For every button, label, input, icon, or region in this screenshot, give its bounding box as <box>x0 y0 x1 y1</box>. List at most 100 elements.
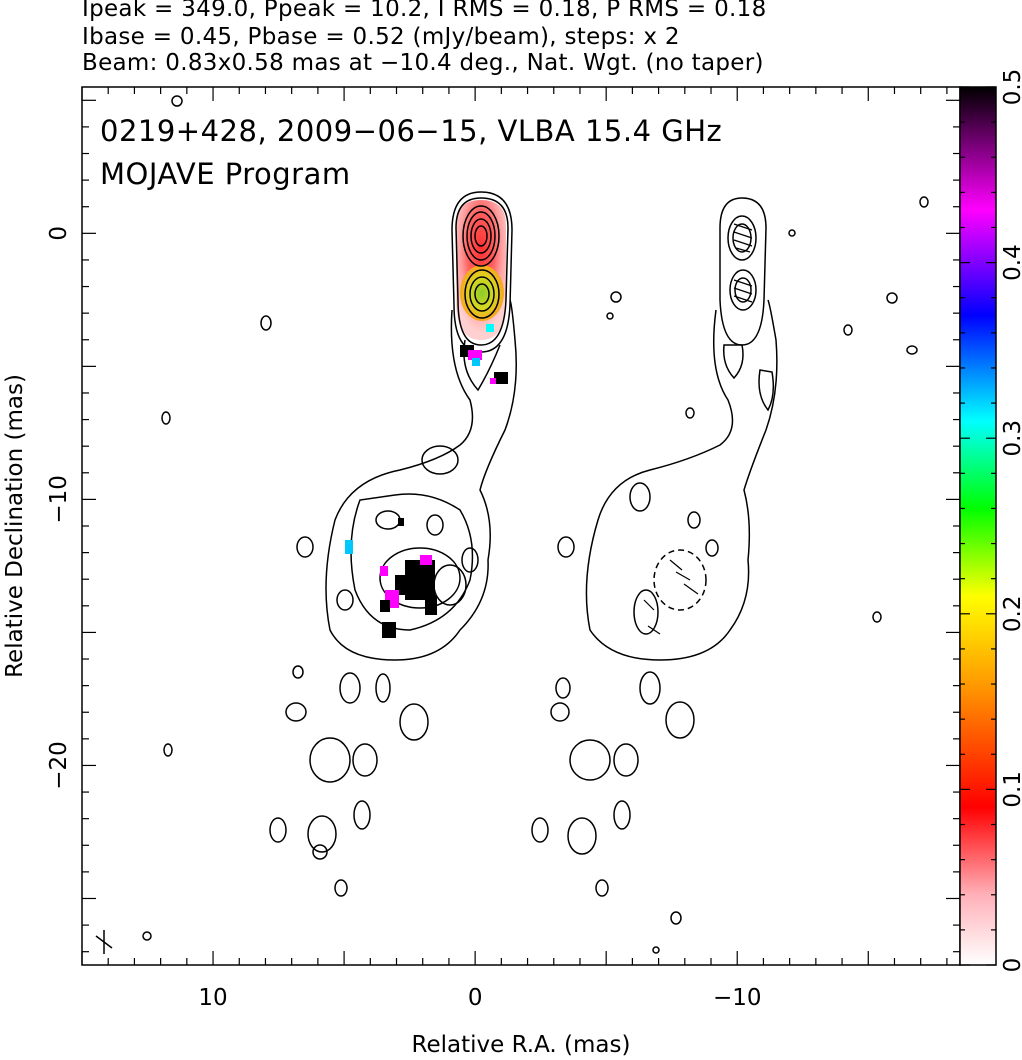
noise-contour <box>163 743 173 757</box>
noise-contour <box>399 703 429 741</box>
noise-contour <box>906 345 918 355</box>
core-contour <box>729 269 757 311</box>
noise-contour <box>353 800 371 830</box>
noise-contour <box>569 739 611 781</box>
chart-subtitle: MOJAVE Program <box>100 157 351 191</box>
noise-contour <box>292 665 304 679</box>
noise-contour <box>610 291 622 303</box>
colorbar-tick-label: 0.2 <box>1000 596 1022 633</box>
y-axis-label: Relative Declination (mas) <box>2 374 28 678</box>
noise-contour <box>652 946 660 954</box>
colorbar-ticks <box>960 86 996 966</box>
header-line-2: Ibase = 0.45, Pbase = 0.52 (mJy/beam), s… <box>82 24 680 50</box>
colorbar-tick-label: 0.4 <box>1000 244 1022 281</box>
jet-island-contour <box>336 589 354 611</box>
jet-inner-contour <box>350 493 474 631</box>
noise-contour <box>309 737 351 783</box>
chart-title: 0219+428, 2009−06−15, VLBA 15.4 GHz <box>100 114 722 148</box>
x-tick-label: 10 <box>198 985 227 1011</box>
axis-tick-labels: 10 0 −10 0 −10 −20 <box>46 226 761 1011</box>
jet-island-contour <box>426 514 444 536</box>
jet-island-contour <box>557 536 575 558</box>
colorbar-tick-label: 0.3 <box>1000 420 1022 457</box>
core-contour <box>470 218 492 254</box>
jet-outer-contour <box>325 299 517 661</box>
jet-island-contour <box>421 445 459 475</box>
colorbar-tick-label: 0.1 <box>1000 771 1022 808</box>
noise-contour <box>260 315 272 331</box>
noise-contour <box>375 673 391 703</box>
x-tick-label: 0 <box>468 985 483 1011</box>
jet-island-contour <box>629 482 651 512</box>
noise-contour <box>296 536 314 558</box>
jet-island-contour <box>633 589 659 635</box>
jet-island-contour <box>653 549 707 611</box>
noise-contour <box>613 743 639 777</box>
core-contour <box>469 276 495 312</box>
noise-contour <box>606 312 614 320</box>
colorbar-tick-labels: 0 0.1 0.2 0.3 0.4 0.5 <box>1000 69 1022 973</box>
noise-contour <box>171 95 183 107</box>
jet-inner-contour <box>722 344 744 380</box>
jet-inner-contour <box>758 369 775 412</box>
axis-ticks <box>81 87 960 965</box>
noise-contour <box>685 407 695 419</box>
noise-contour <box>307 815 337 853</box>
x-axis-label: Relative R.A. (mas) <box>412 1032 631 1058</box>
jet-island-contour <box>705 539 719 557</box>
core-contour <box>727 215 757 261</box>
noise-contour <box>665 701 695 739</box>
noise-contour <box>285 702 307 722</box>
jet-outer-contour <box>585 299 778 661</box>
left-panel <box>142 95 517 941</box>
noise-contour <box>595 879 609 897</box>
noise-contour <box>639 671 661 705</box>
noise-contour <box>531 817 549 843</box>
polarization-pixels <box>345 324 508 638</box>
y-tick-label: 0 <box>46 226 72 241</box>
noise-contour <box>843 324 853 336</box>
core-contour <box>462 205 500 267</box>
header-line-1: Ipeak = 349.0, Ppeak = 10.2, I RMS = 0.1… <box>82 0 767 22</box>
beam-marker <box>95 930 113 954</box>
noise-contour <box>670 911 682 925</box>
noise-contour <box>919 196 929 208</box>
x-tick-label: −10 <box>713 985 762 1011</box>
core-contour <box>455 197 509 346</box>
noise-contour <box>142 931 152 941</box>
core-contour <box>466 211 496 261</box>
header-line-3: Beam: 0.83x0.58 mas at −10.4 deg., Nat. … <box>82 50 764 76</box>
right-panel <box>531 196 929 954</box>
noise-contour <box>312 844 328 860</box>
noise-contour <box>334 879 348 897</box>
noise-contour <box>613 800 631 830</box>
core-contour <box>474 283 490 305</box>
core-contour <box>451 191 513 353</box>
core-contour <box>734 277 752 303</box>
jet-island-contour <box>433 564 467 606</box>
noise-contour <box>555 677 571 699</box>
core-contour <box>464 269 500 319</box>
noise-contour <box>550 702 570 722</box>
core-contour <box>719 197 767 346</box>
jet-island-contour <box>375 510 401 530</box>
plot-frame <box>81 86 961 966</box>
colorbar <box>959 86 997 966</box>
noise-contour <box>886 292 898 304</box>
colorbar-tick-label: 0 <box>1000 958 1022 973</box>
jet-island-contour <box>687 511 701 529</box>
core-contour <box>474 225 488 247</box>
y-tick-label: −10 <box>46 475 72 524</box>
jet-island-contour <box>461 547 479 573</box>
colorbar-tick-label: 0.5 <box>1000 69 1022 106</box>
noise-contour <box>269 817 287 843</box>
noise-contour <box>872 611 882 623</box>
noise-contour <box>788 229 796 237</box>
knot-color-fill <box>460 265 504 321</box>
noise-contour <box>339 672 361 704</box>
noise-contour <box>161 411 171 425</box>
y-tick-label: −20 <box>46 741 72 790</box>
jet-island-contour <box>379 547 461 609</box>
noise-contour <box>352 743 378 777</box>
